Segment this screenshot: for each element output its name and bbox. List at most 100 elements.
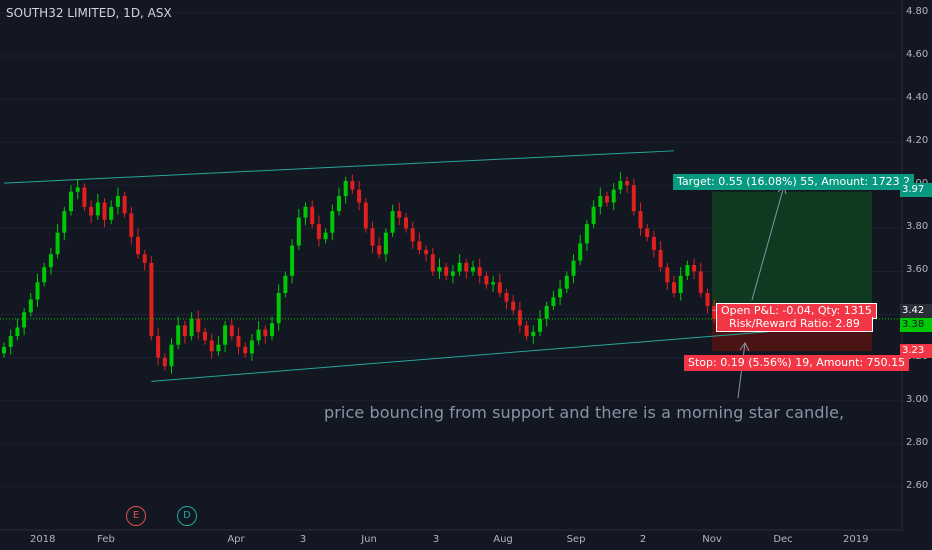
candle-body [390,211,395,233]
candle-body [464,262,469,272]
candle-body [256,329,261,341]
time-tick-label: Nov [702,534,722,545]
price-tick-label: 4.80 [906,5,929,17]
candle-body [196,318,201,332]
candle [296,208,301,250]
candle-body [631,185,636,212]
time-tick-label: Sep [566,534,586,545]
candle-body [651,236,656,250]
candle-body [678,275,683,294]
target-arrow[interactable] [751,185,785,301]
candle [444,262,449,281]
candle-body [363,202,368,229]
candle [397,202,402,226]
candle [424,245,429,262]
candle [638,202,643,236]
candle-body [48,254,53,268]
candle-body [55,232,60,255]
candle [276,284,281,331]
candle-body [538,318,542,332]
current-price-tag: 3.38 [900,318,932,332]
candle [15,318,20,341]
candle-body [605,196,609,203]
risk-reward-label[interactable]: Risk/Reward Ratio: 2.89 [716,317,873,332]
candle [678,267,683,301]
candle-body [430,254,435,272]
time-tick-label: Dec [773,534,793,545]
candle-body [156,336,161,358]
candle [189,312,194,341]
candle [551,290,556,311]
candle [591,200,596,229]
stop-price-tag: 3.23 [900,344,932,358]
candle-body [692,265,697,272]
candle [142,249,147,271]
entry-price-tag: 3.42 [900,304,932,318]
candle [236,327,241,355]
candle-body [290,245,295,276]
candle-body [129,213,134,237]
candle [631,178,636,216]
candle-body [517,310,522,326]
candle [618,172,623,194]
candle-body [638,211,643,229]
candle-body [531,331,536,337]
candle-body [69,191,73,212]
time-tick-label: 3 [299,534,307,545]
candle-body [229,325,234,337]
candle [122,191,127,218]
chart-annotation[interactable]: price bouncing from support and there is… [324,403,845,422]
target-zone[interactable] [712,191,872,311]
candle [558,280,563,305]
target-label[interactable]: Target: 0.55 (16.08%) 55, Amount: 1723.2 [673,174,915,190]
candle-body [182,325,187,337]
candle-body [337,196,341,212]
candle [136,228,140,259]
candle-body [8,336,13,347]
candle [651,230,656,258]
candle-body [203,331,207,341]
candle-body [564,275,569,289]
candle [672,275,676,298]
candle [330,204,335,241]
candle-body [276,293,281,324]
candle [598,187,603,215]
candle [517,301,522,333]
candle-body [471,267,475,272]
candle [290,239,295,284]
candle-body [551,297,556,306]
candle [484,271,489,289]
candle [176,316,181,350]
candle [243,342,248,358]
candle-body [136,236,140,255]
candle [263,325,268,344]
candle [35,273,40,308]
candle-body [310,206,315,225]
channel-lower-line[interactable] [151,331,768,382]
stop-label[interactable]: Stop: 0.19 (5.56%) 19, Amount: 750.15 [684,355,910,371]
annotation-arrowhead [739,342,750,352]
candle-body [243,346,248,354]
earnings-event-marker[interactable]: E [126,506,146,526]
candle [310,200,315,229]
candle [410,221,415,249]
candle-body [169,344,174,367]
channel-upper-line[interactable] [3,150,675,184]
candle-body [477,267,482,276]
candle [323,228,328,244]
dividend-event-marker[interactable]: D [177,506,197,526]
candle-body [558,288,563,298]
candle-body [162,357,167,367]
candle-body [236,336,241,347]
candle-body [62,211,67,233]
candle-body [497,282,502,294]
candle [645,224,650,242]
candle [538,310,542,337]
candle [115,187,120,215]
candle-body [343,180,348,197]
candle-body [698,271,703,294]
candle [162,353,167,371]
candle-body [457,262,462,272]
candle-body [591,206,596,225]
